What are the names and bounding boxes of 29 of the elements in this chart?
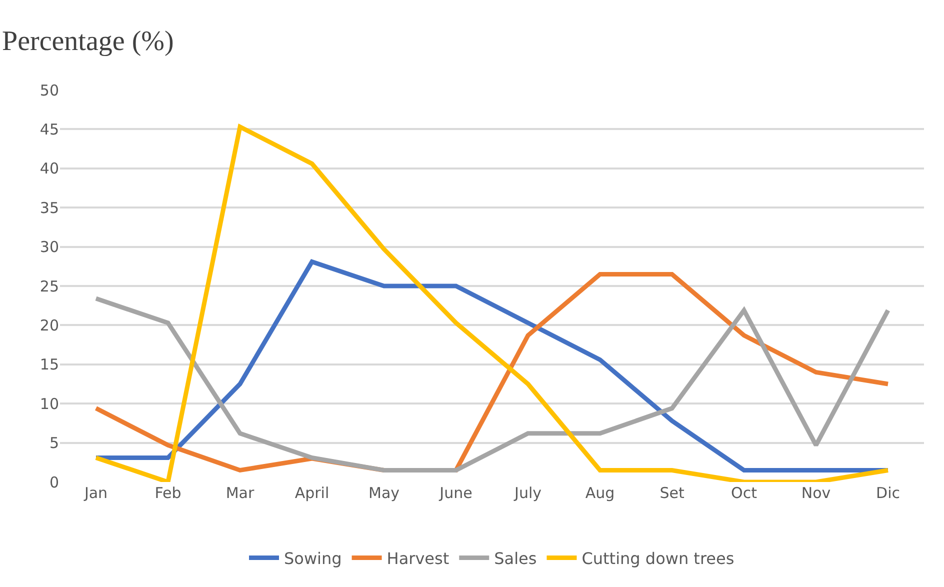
x-tick-label: Aug (585, 484, 615, 502)
y-tick-label: 0 (49, 473, 59, 492)
line-series (94, 124, 890, 482)
y-tick-label: 50 (40, 81, 59, 100)
x-tick-label: Feb (154, 484, 182, 502)
legend-label: Cutting down trees (582, 548, 734, 568)
x-tick-label: June (438, 484, 472, 502)
legend-label: Sowing (284, 548, 342, 568)
y-tick-label: 30 (40, 238, 59, 256)
x-tick-label: Jan (83, 484, 108, 502)
y-tick-label: 5 (49, 434, 59, 452)
y-tick-label: 35 (40, 198, 59, 217)
legend-label: Harvest (386, 548, 450, 568)
x-tick-label: Oct (731, 484, 758, 502)
x-tick-label: July (514, 484, 542, 502)
y-tick-label: 45 (40, 120, 59, 138)
y-tick-label: 25 (40, 277, 59, 296)
y-axis-title: Percentage (%) (2, 26, 174, 57)
x-tick-label: Dic (876, 484, 900, 502)
x-tick-label: Set (660, 484, 684, 502)
y-tick-label: 20 (40, 316, 59, 334)
legend-label: Sales (494, 548, 537, 568)
x-tick-label: May (368, 484, 400, 502)
y-tick-label: 10 (40, 394, 59, 413)
x-tick-label: Nov (801, 484, 831, 502)
x-tick-label: Mar (226, 484, 255, 502)
y-tick-label: 40 (40, 160, 59, 178)
y-tick-label: 15 (40, 356, 59, 374)
x-tick-label: April (294, 484, 330, 502)
